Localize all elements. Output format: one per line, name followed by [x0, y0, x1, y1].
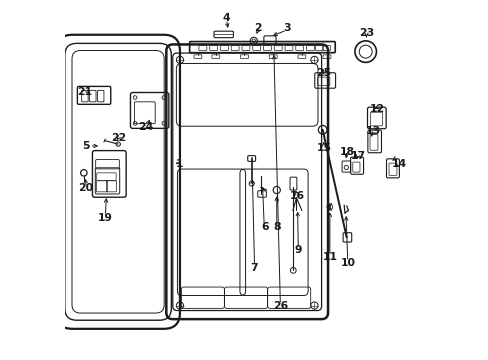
Text: 4: 4	[223, 13, 230, 23]
Text: 22: 22	[110, 133, 125, 143]
Text: 2: 2	[254, 23, 262, 33]
Text: 9: 9	[294, 245, 302, 255]
Text: 7: 7	[250, 263, 258, 273]
Text: 26: 26	[272, 301, 287, 311]
Text: 10: 10	[340, 258, 355, 268]
Text: 25: 25	[316, 68, 331, 78]
Text: 6: 6	[261, 222, 268, 232]
Text: 19: 19	[98, 213, 113, 222]
Text: 5: 5	[82, 141, 90, 151]
Text: 21: 21	[77, 87, 92, 97]
Text: 17: 17	[350, 150, 366, 161]
Text: 23: 23	[358, 28, 373, 38]
Text: 24: 24	[138, 122, 153, 132]
Text: 20: 20	[78, 183, 93, 193]
Text: 13: 13	[365, 126, 380, 135]
Text: 15: 15	[316, 143, 331, 153]
Text: 8: 8	[272, 222, 280, 232]
Text: 18: 18	[340, 147, 355, 157]
Text: 12: 12	[369, 104, 384, 114]
Text: 14: 14	[391, 159, 406, 169]
Text: 1: 1	[175, 159, 183, 169]
Text: 16: 16	[289, 191, 305, 201]
Text: 11: 11	[323, 252, 337, 262]
Text: 3: 3	[283, 23, 290, 33]
